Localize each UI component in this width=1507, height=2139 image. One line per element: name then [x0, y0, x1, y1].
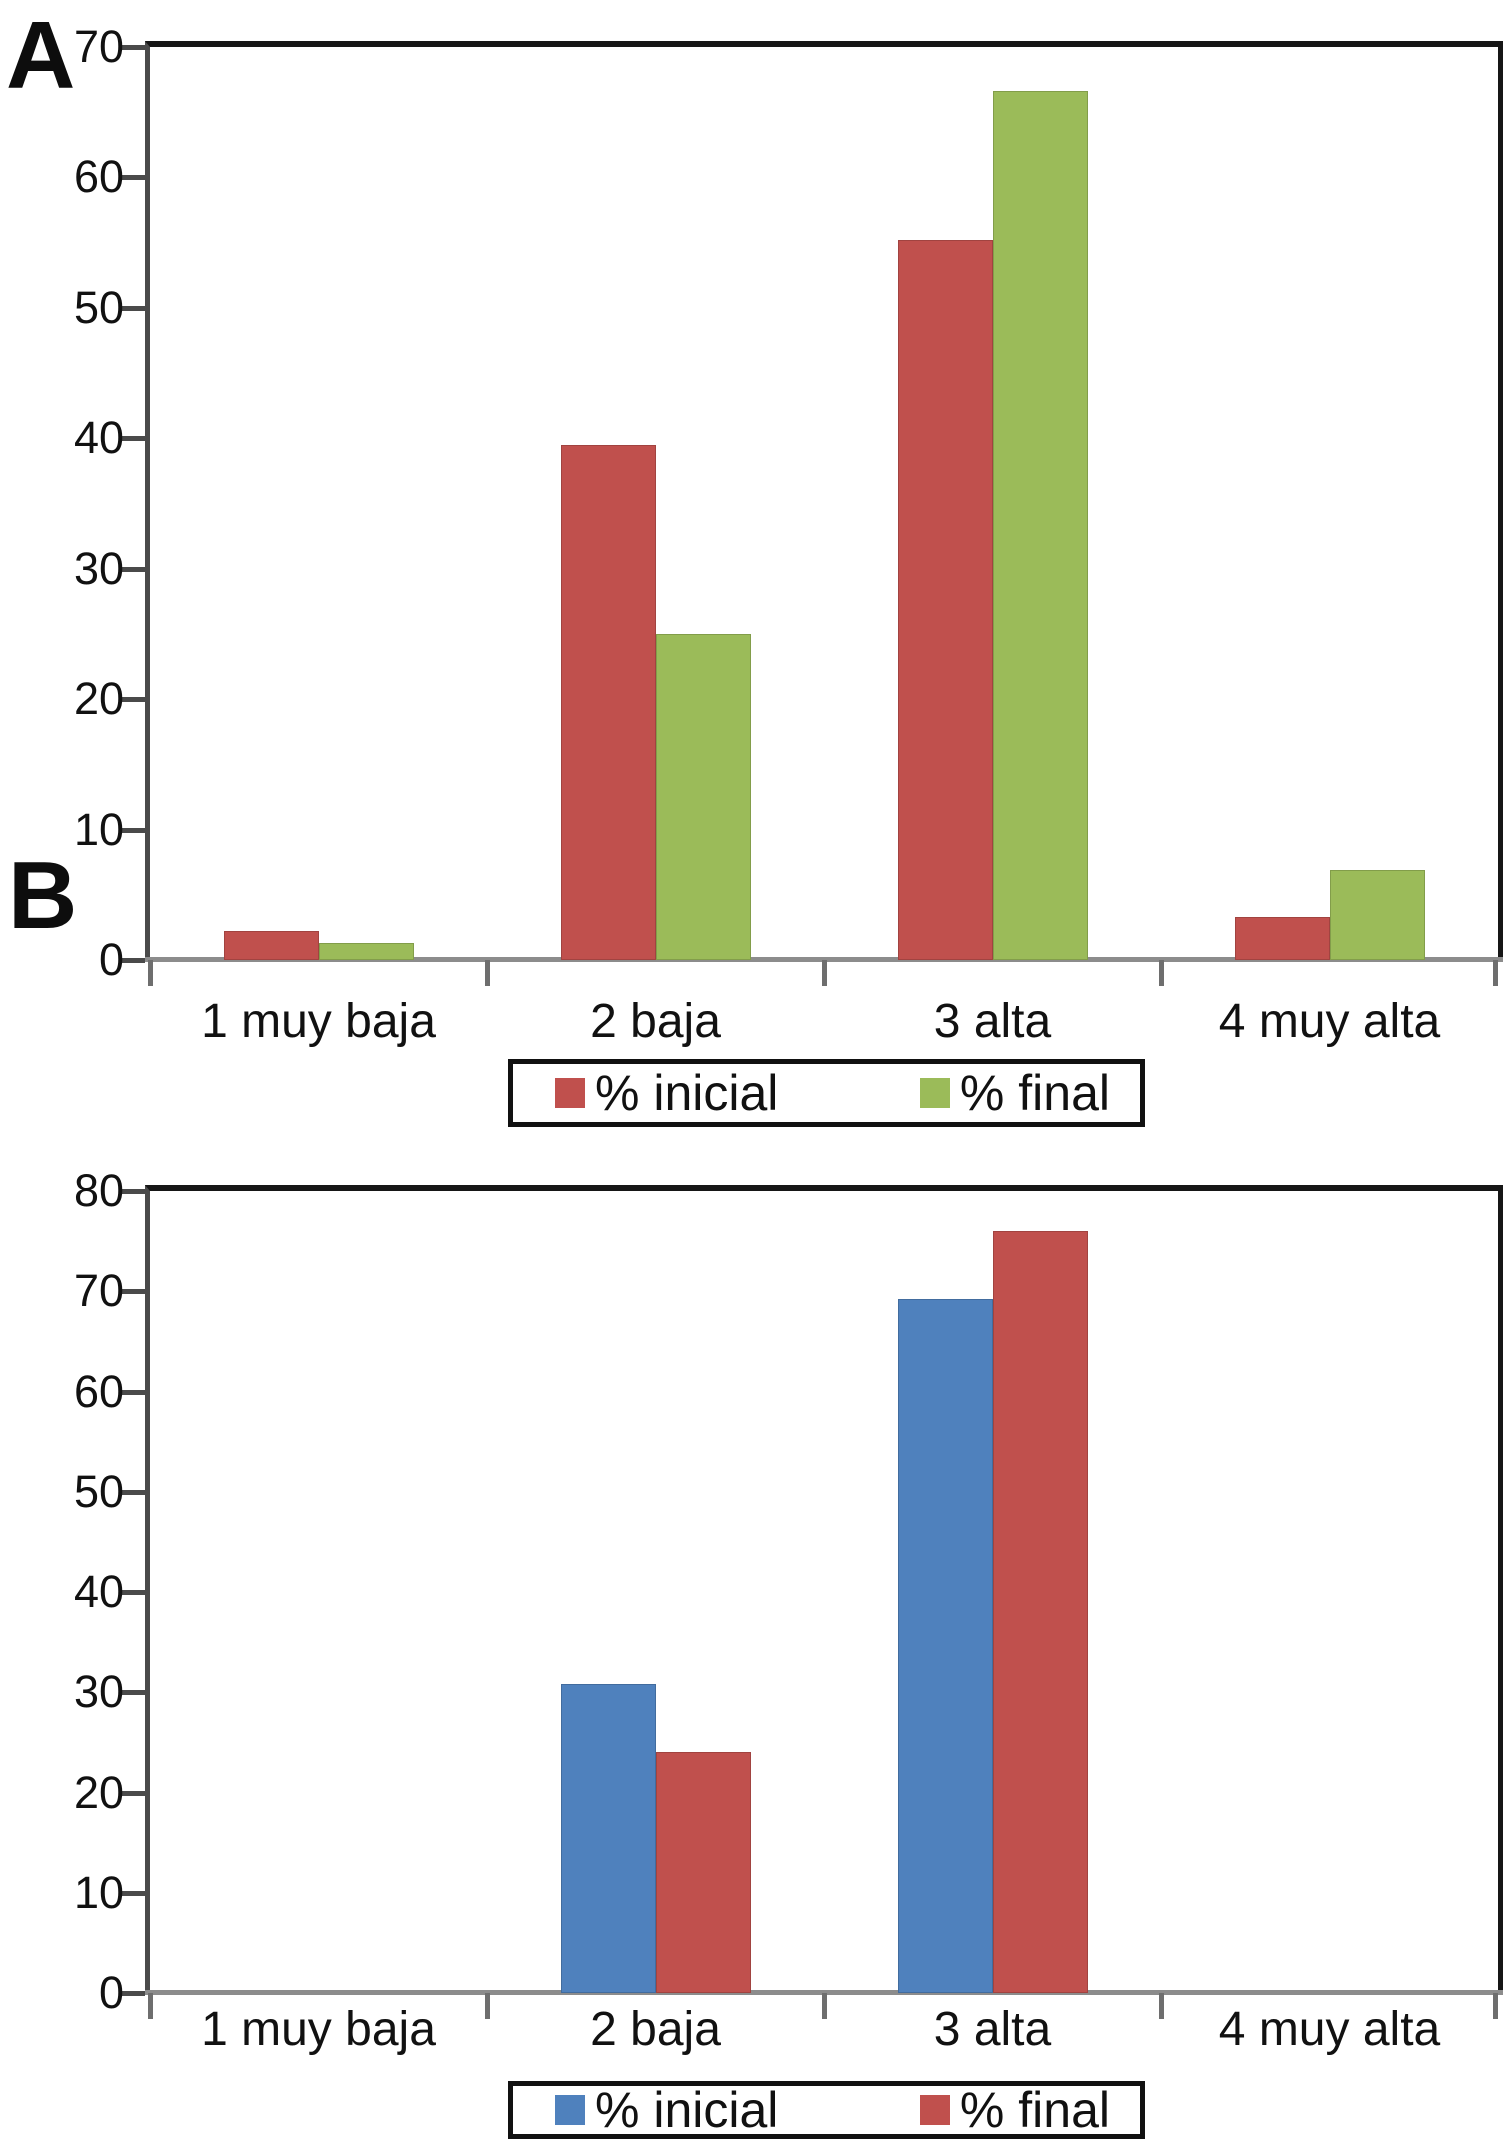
y-axis-tick: [121, 45, 145, 50]
bar-final-2-baja: [655, 1752, 751, 1993]
bar-final-1-muy-baja: [318, 943, 414, 960]
y-axis-tick: [121, 1189, 145, 1194]
y-axis-tick: [121, 1389, 145, 1395]
category-label: 3 alta: [933, 995, 1052, 1048]
y-tick-label: 50: [73, 1465, 124, 1517]
x-axis-tick: [148, 960, 153, 986]
panel-b-letter: B: [8, 842, 78, 949]
y-tick-label: 10: [73, 1866, 124, 1918]
x-axis-tick: [485, 960, 490, 986]
legend-label: % inicial: [595, 1065, 779, 1121]
legend-item: % final: [919, 1065, 1110, 1121]
y-tick-label: 40: [73, 1566, 124, 1617]
y-axis-tick: [121, 175, 145, 181]
x-axis-tick: [822, 1993, 827, 2019]
bar-final-3-alta: [992, 1231, 1088, 1993]
panel-a-plot-area: [121, 41, 1503, 986]
y-tick-label: 40: [73, 412, 124, 464]
legend-label: % final: [959, 1065, 1110, 1121]
legend-swatch-icon: [555, 1078, 585, 1108]
y-axis-tick: [121, 958, 145, 963]
y-tick-label: 60: [73, 1365, 124, 1417]
legend-swatch-icon: [919, 2095, 950, 2125]
category-label: 4 muy alta: [1218, 995, 1441, 1048]
category-label: 2 baja: [590, 995, 721, 1048]
y-axis-tick: [121, 827, 145, 833]
y-tick-label: 30: [73, 1666, 124, 1718]
y-tick-label: 50: [73, 281, 124, 333]
category-label: 1 muy baja: [201, 2003, 436, 2056]
bar-inicial-3-alta: [897, 240, 993, 960]
legend-item: % inicial: [555, 2085, 778, 2135]
category-label: 4 muy alta: [1218, 2003, 1441, 2056]
y-tick-label: 70: [73, 1265, 124, 1317]
legend-swatch-icon: [555, 2095, 585, 2125]
bar-inicial-1-muy-baja: [223, 931, 319, 960]
x-axis-tick: [485, 1993, 490, 2019]
category-label: 1 muy baja: [201, 995, 436, 1048]
x-axis-line: [145, 1990, 1503, 1995]
y-axis-tick: [121, 1489, 145, 1495]
category-label: 3 alta: [933, 2003, 1052, 2056]
category-label: 2 baja: [590, 2003, 721, 2056]
bar-inicial-3-alta: [897, 1299, 993, 1993]
y-axis-tick: [121, 1890, 145, 1896]
y-axis-tick: [121, 1790, 145, 1796]
panel-a-letter: A: [6, 2, 76, 109]
panel-b-legend: % inicial % final: [508, 2081, 1145, 2139]
legend-label: % final: [959, 2082, 1110, 2138]
y-tick-label: 0: [98, 1967, 124, 2018]
y-axis-tick: [121, 436, 145, 442]
panel-a-legend: % inicial % final: [508, 1059, 1145, 1127]
x-axis-tick: [1159, 960, 1164, 986]
y-axis-tick: [121, 305, 145, 311]
y-tick-label: 80: [73, 1165, 124, 1216]
y-axis-tick: [121, 1991, 145, 1996]
y-axis-tick: [121, 697, 145, 703]
legend-item: % final: [919, 2082, 1110, 2138]
bar-final-4-muy-alta: [1329, 870, 1425, 960]
x-axis-tick: [1493, 960, 1498, 986]
bar-inicial-2-baja: [560, 1684, 656, 1993]
legend-label: % inicial: [595, 2082, 779, 2138]
y-axis-tick: [121, 1690, 145, 1696]
bar-inicial-4-muy-alta: [1234, 916, 1330, 960]
y-tick-label: 60: [73, 151, 124, 203]
y-tick-label: 20: [73, 1766, 124, 1818]
legend-swatch-icon: [919, 1078, 950, 1108]
bar-final-2-baja: [655, 633, 751, 960]
y-tick-label: 20: [73, 673, 124, 725]
x-axis-line: [145, 957, 1503, 962]
y-axis-tick: [121, 566, 145, 572]
bar-inicial-2-baja: [560, 444, 656, 960]
x-axis-tick: [822, 960, 827, 986]
y-axis-tick: [121, 1590, 145, 1595]
panel-b-plot-area: [121, 1185, 1503, 2019]
bar-final-3-alta: [992, 91, 1088, 960]
x-axis-tick: [1159, 1993, 1164, 2019]
x-axis-tick: [148, 1993, 153, 2019]
legend-item: % inicial: [555, 1068, 778, 1118]
x-axis-tick: [1493, 1993, 1498, 2019]
y-tick-label: 30: [73, 542, 124, 594]
y-axis-tick: [121, 1289, 145, 1295]
